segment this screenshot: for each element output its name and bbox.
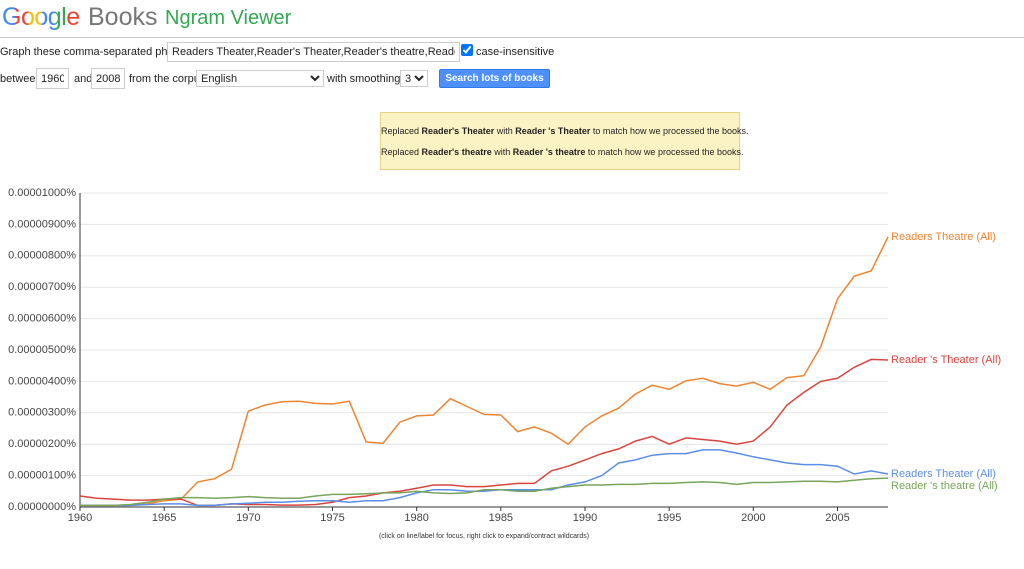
y-tick-label: 0.00000900% <box>8 218 76 230</box>
logo[interactable]: Google <box>2 3 80 31</box>
product-name: Books <box>88 3 158 31</box>
case-insensitive-label: case-insensitive <box>476 46 555 58</box>
phrases-input[interactable] <box>167 42 460 62</box>
and-label: and <box>74 73 93 85</box>
series-line[interactable] <box>80 449 889 507</box>
footnote: (click on line/label for focus, right cl… <box>379 533 589 540</box>
series-label[interactable]: Readers Theatre (All) <box>891 231 996 243</box>
x-tick-label: 1970 <box>236 512 260 524</box>
y-tick-label: 0.00000000% <box>8 501 76 513</box>
phrases-label: Graph these comma-separated phrases: <box>0 46 198 58</box>
y-tick-label: 0.00000500% <box>8 344 76 356</box>
series-label[interactable]: Reader 's Theater (All) <box>891 354 1001 366</box>
y-tick-label: 0.00000100% <box>8 470 76 482</box>
between-label: between <box>0 73 42 85</box>
notice-text: Replaced <box>381 126 422 136</box>
notice-text: Replaced <box>381 147 422 157</box>
end-year-input[interactable] <box>91 68 125 89</box>
app-title: Ngram Viewer <box>165 7 292 29</box>
start-year-input[interactable] <box>36 68 69 89</box>
x-tick-label: 1975 <box>320 512 344 524</box>
x-tick-label: 2000 <box>741 512 765 524</box>
notice-phrase: Reader's theatre <box>421 147 492 157</box>
smoothing-label: with smoothing of <box>327 73 413 85</box>
series-label[interactable]: Readers Theater (All) <box>891 468 996 480</box>
x-tick-label: 1980 <box>404 512 428 524</box>
notice-box: Replaced Reader's Theater with Reader 's… <box>380 112 749 170</box>
x-tick-label: 1965 <box>152 512 176 524</box>
header-rule <box>0 37 1024 38</box>
y-tick-label: 0.00000400% <box>8 375 76 387</box>
notice-text: to match how we processed the books. <box>590 126 749 136</box>
notice-text: with <box>494 126 516 136</box>
notice-phrase: Reader 's Theater <box>515 126 591 136</box>
y-tick-label: 0.00000700% <box>8 281 76 293</box>
x-tick-label: 1990 <box>573 512 597 524</box>
notice-line: Replaced Reader's Theater with Reader 's… <box>381 126 749 136</box>
y-tick-label: 0.00000800% <box>8 250 76 262</box>
x-tick-label: 1960 <box>68 512 92 524</box>
corpus-select[interactable]: English <box>196 70 324 87</box>
y-tick-label: 0.00000200% <box>8 438 76 450</box>
notice-phrase: Reader's Theater <box>421 126 495 136</box>
search-button[interactable]: Search lots of books <box>439 69 550 88</box>
notice-phrase: Reader 's theatre <box>512 147 586 157</box>
notice-text: to match how we processed the books. <box>585 147 744 157</box>
x-tick-label: 1985 <box>489 512 513 524</box>
smoothing-select[interactable]: 3 <box>400 70 428 87</box>
series-line[interactable] <box>80 236 889 507</box>
notice-text: with <box>491 147 513 157</box>
y-tick-label: 0.00001000% <box>8 187 76 199</box>
corpus-label: from the corpus <box>129 73 206 85</box>
case-insensitive-checkbox[interactable] <box>461 44 473 56</box>
x-tick-label: 2005 <box>825 512 849 524</box>
notice-line: Replaced Reader's theatre with Reader 's… <box>381 147 744 157</box>
series-label[interactable]: Reader 's theatre (All) <box>891 480 998 492</box>
y-tick-label: 0.00000300% <box>8 407 76 419</box>
x-tick-label: 1995 <box>657 512 681 524</box>
y-tick-label: 0.00000600% <box>8 313 76 325</box>
series-line[interactable] <box>80 477 889 507</box>
